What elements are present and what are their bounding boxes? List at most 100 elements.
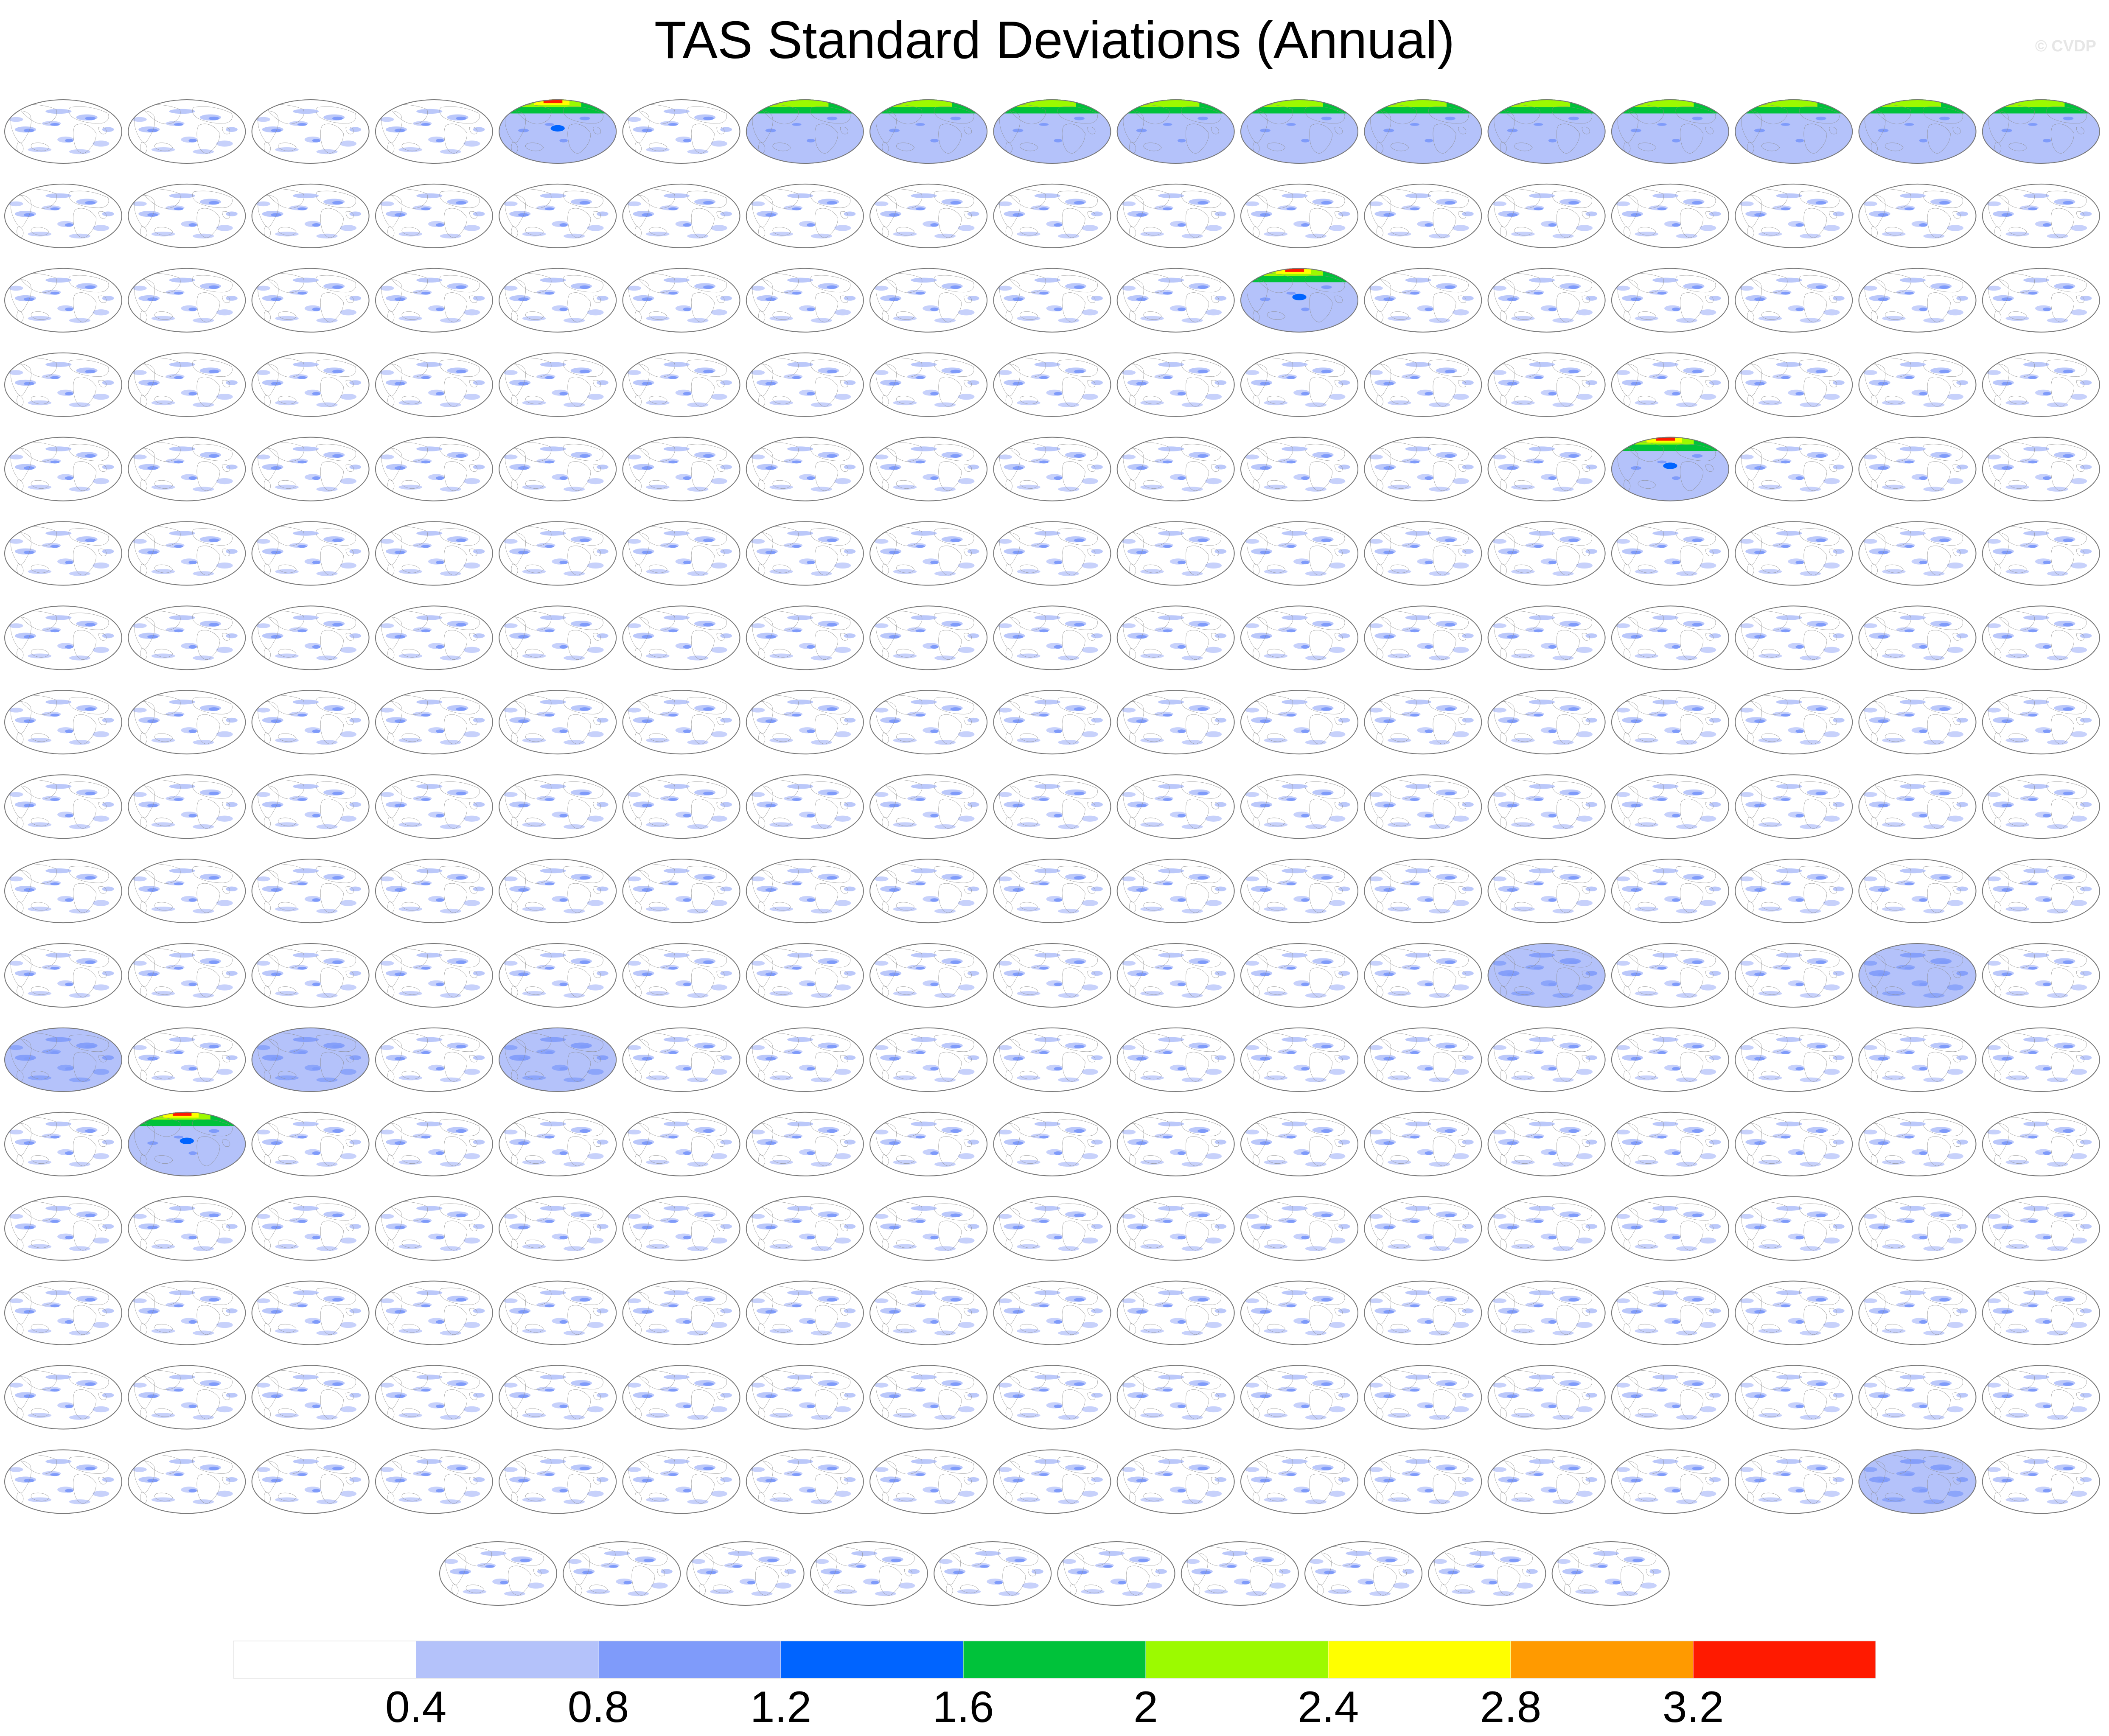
map-panel-r3-c7 bbox=[869, 352, 988, 417]
map-panel-r0-c9 bbox=[1116, 99, 1235, 164]
map-panel-r13-c15 bbox=[1858, 1196, 1977, 1261]
colorbar-box bbox=[1510, 1641, 1694, 1679]
map-panel-r15-c14 bbox=[1735, 1365, 1853, 1430]
map-panel-r15-c13 bbox=[1611, 1365, 1729, 1430]
map-panel-r2-c10 bbox=[1240, 268, 1358, 333]
map-panel-bottom-6 bbox=[1181, 1541, 1299, 1606]
map-panel-r4-c3 bbox=[375, 437, 493, 501]
map-panel-r12-c14 bbox=[1735, 1112, 1853, 1176]
map-panel-bottom-1 bbox=[563, 1541, 681, 1606]
colorbar-box bbox=[598, 1641, 781, 1679]
map-panel-r2-c7 bbox=[869, 268, 988, 333]
map-panel-r3-c3 bbox=[375, 352, 493, 417]
map-panel-r16-c9 bbox=[1116, 1449, 1235, 1514]
map-panel-r15-c10 bbox=[1240, 1365, 1358, 1430]
map-panel-r9-c6 bbox=[746, 859, 864, 924]
map-panel-r15-c11 bbox=[1364, 1365, 1482, 1430]
map-panel-r7-c12 bbox=[1487, 690, 1606, 755]
map-panel-r13-c1 bbox=[128, 1196, 246, 1261]
map-panel-r1-c15 bbox=[1858, 183, 1977, 248]
map-panel-r2-c1 bbox=[128, 268, 246, 333]
map-panel-r14-c0 bbox=[4, 1280, 122, 1345]
map-panel-r2-c2 bbox=[251, 268, 370, 333]
colorbar-box bbox=[963, 1641, 1146, 1679]
map-panel-r15-c15 bbox=[1858, 1365, 1977, 1430]
map-panel-r9-c4 bbox=[499, 859, 617, 924]
map-panel-r4-c7 bbox=[869, 437, 988, 501]
map-panel-bottom-4 bbox=[934, 1541, 1052, 1606]
map-panel-r10-c16 bbox=[1982, 943, 2100, 1008]
map-panel-r5-c1 bbox=[128, 521, 246, 586]
map-panel-r0-c13 bbox=[1611, 99, 1729, 164]
colorbar-tick-label: 2.4 bbox=[1297, 1683, 1359, 1732]
map-panel-r1-c7 bbox=[869, 183, 988, 248]
map-panel-r5-c5 bbox=[622, 521, 740, 586]
map-panel-r6-c6 bbox=[746, 605, 864, 670]
map-panel-r16-c7 bbox=[869, 1449, 988, 1514]
map-panel-r1-c12 bbox=[1487, 183, 1606, 248]
colorbar-box bbox=[1693, 1641, 1876, 1679]
map-panel-r12-c10 bbox=[1240, 1112, 1358, 1176]
map-panel-r3-c11 bbox=[1364, 352, 1482, 417]
map-panel-r0-c8 bbox=[993, 99, 1111, 164]
map-panel-r13-c4 bbox=[499, 1196, 617, 1261]
map-panel-bottom-2 bbox=[686, 1541, 805, 1606]
map-panel-r16-c6 bbox=[746, 1449, 864, 1514]
map-panel-r3-c1 bbox=[128, 352, 246, 417]
map-panel-r15-c16 bbox=[1982, 1365, 2100, 1430]
map-panel-bottom-5 bbox=[1057, 1541, 1175, 1606]
map-panel-r12-c3 bbox=[375, 1112, 493, 1176]
map-panel-r3-c0 bbox=[4, 352, 122, 417]
map-panel-r5-c6 bbox=[746, 521, 864, 586]
map-panel-r15-c12 bbox=[1487, 1365, 1606, 1430]
map-panel-r11-c9 bbox=[1116, 1027, 1235, 1092]
map-panel-r0-c5 bbox=[622, 99, 740, 164]
colorbar-tick-label: 2 bbox=[1133, 1683, 1158, 1732]
map-panel-r9-c0 bbox=[4, 859, 122, 924]
map-panel-r13-c2 bbox=[251, 1196, 370, 1261]
map-panel-r14-c8 bbox=[993, 1280, 1111, 1345]
map-panel-r9-c5 bbox=[622, 859, 740, 924]
map-panel-r13-c11 bbox=[1364, 1196, 1482, 1261]
map-panel-r0-c0 bbox=[4, 99, 122, 164]
map-panel-r1-c14 bbox=[1735, 183, 1853, 248]
map-panel-r0-c12 bbox=[1487, 99, 1606, 164]
map-panel-r3-c6 bbox=[746, 352, 864, 417]
map-panel-r2-c11 bbox=[1364, 268, 1482, 333]
map-panel-r10-c4 bbox=[499, 943, 617, 1008]
map-panel-r2-c5 bbox=[622, 268, 740, 333]
map-panel-r3-c13 bbox=[1611, 352, 1729, 417]
map-panel-r7-c2 bbox=[251, 690, 370, 755]
map-panel-r0-c4 bbox=[499, 99, 617, 164]
map-panel-r4-c16 bbox=[1982, 437, 2100, 501]
map-panel-r7-c4 bbox=[499, 690, 617, 755]
map-panel-r12-c0 bbox=[4, 1112, 122, 1176]
map-panel-r8-c10 bbox=[1240, 774, 1358, 839]
map-panel-r13-c16 bbox=[1982, 1196, 2100, 1261]
map-panel-r5-c15 bbox=[1858, 521, 1977, 586]
map-panel-r6-c10 bbox=[1240, 605, 1358, 670]
map-panel-r11-c3 bbox=[375, 1027, 493, 1092]
map-panel-r1-c2 bbox=[251, 183, 370, 248]
colorbar-box bbox=[233, 1641, 416, 1679]
map-panel-r5-c16 bbox=[1982, 521, 2100, 586]
map-panel-r8-c2 bbox=[251, 774, 370, 839]
colorbar-tick-label: 3.2 bbox=[1662, 1683, 1724, 1732]
map-panel-r7-c16 bbox=[1982, 690, 2100, 755]
map-panel-r7-c5 bbox=[622, 690, 740, 755]
colorbar-tick-label: 0.8 bbox=[567, 1683, 629, 1732]
map-panel-r9-c8 bbox=[993, 859, 1111, 924]
map-panel-r0-c11 bbox=[1364, 99, 1482, 164]
map-panel-bottom-7 bbox=[1304, 1541, 1423, 1606]
map-panel-r1-c13 bbox=[1611, 183, 1729, 248]
map-panel-r4-c11 bbox=[1364, 437, 1482, 501]
map-panel-r4-c13 bbox=[1611, 437, 1729, 501]
map-panel-r11-c13 bbox=[1611, 1027, 1729, 1092]
map-panel-r12-c12 bbox=[1487, 1112, 1606, 1176]
map-panel-bottom-0 bbox=[439, 1541, 557, 1606]
map-panel-r3-c2 bbox=[251, 352, 370, 417]
map-panel-r15-c0 bbox=[4, 1365, 122, 1430]
map-panel-r0-c3 bbox=[375, 99, 493, 164]
map-panel-r14-c4 bbox=[499, 1280, 617, 1345]
map-panel-r4-c2 bbox=[251, 437, 370, 501]
